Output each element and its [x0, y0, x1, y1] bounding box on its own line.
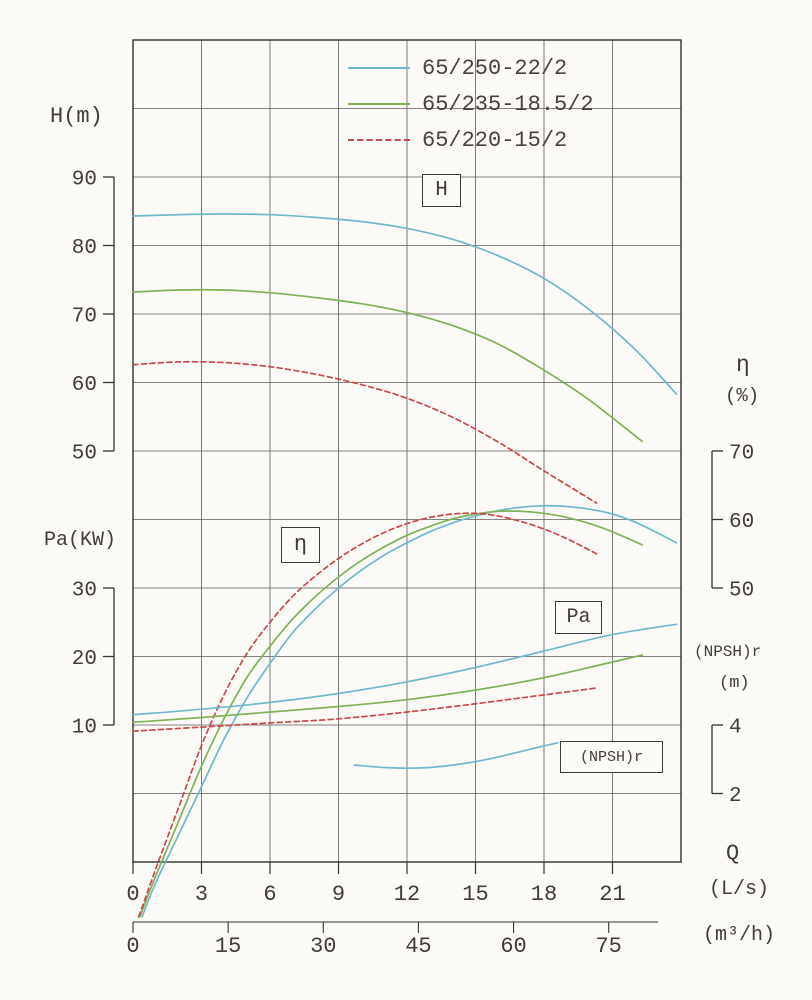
- legend: 65/250-22/2 65/235-18.5/2 65/220-15/2: [348, 50, 594, 158]
- curve-Pa-65/250-22/2: [132, 623, 678, 716]
- q-ls-tick-label: 12: [394, 882, 420, 907]
- eta-axis-unit: (%): [725, 385, 760, 407]
- h-axis-title: H(m): [50, 104, 103, 129]
- curve-H-65/235-18.5/2: [132, 288, 644, 443]
- curve-eta-65/235-18.5/2: [138, 510, 644, 918]
- legend-label: 65/250-22/2: [422, 55, 568, 81]
- q-ls-tick-label: 0: [126, 882, 139, 907]
- q-ls-tick-label: 3: [195, 882, 208, 907]
- curve-Pa-65/235-18.5/2: [132, 654, 644, 724]
- pa-tick-label: 30: [72, 580, 97, 603]
- npsh-tick-label: 2: [729, 785, 742, 808]
- legend-item: 65/235-18.5/2: [348, 86, 594, 122]
- h-tick-label: 70: [72, 306, 97, 329]
- curve-eta-65/250-22/2: [141, 504, 678, 918]
- legend-line-swatch: [348, 103, 410, 105]
- legend-item: 65/250-22/2: [348, 50, 594, 86]
- npsh-axis: 42: [711, 717, 742, 808]
- curve-H-65/250-22/2: [132, 213, 678, 395]
- pa-tick-label: 10: [72, 717, 97, 740]
- legend-line-swatch: [348, 139, 410, 141]
- h-axis: 90 80 70 60 50: [72, 169, 115, 466]
- q-axis-m3h: 0 15 30 45 60 75: [126, 921, 658, 959]
- h-tick-label: 90: [72, 169, 97, 192]
- curve-H-65/220-15/2: [132, 360, 598, 504]
- curve-eta-65/220-15/2: [137, 512, 598, 918]
- q-m3h-tick-label: 60: [500, 934, 526, 959]
- grid: [132, 39, 682, 863]
- q-axis-ls: 0 3 6 9 12 15 18 21: [126, 862, 626, 907]
- q-m3h-tick-label: 30: [310, 934, 336, 959]
- q-axis-unit-ls: (L/s): [709, 878, 770, 901]
- q-ls-tick-label: 18: [531, 882, 557, 907]
- h-tick-label: 80: [72, 237, 97, 260]
- h-tick-label: 50: [72, 443, 97, 466]
- q-axis-title: Q: [726, 841, 740, 866]
- npsh-axis-title: (NPSH)r: [694, 643, 762, 661]
- h-curves-label: H: [422, 174, 461, 207]
- npsh-axis-unit: (m): [719, 674, 750, 693]
- q-m3h-tick-label: 15: [215, 934, 241, 959]
- q-ls-tick-label: 15: [462, 882, 488, 907]
- pa-curves-label: Pa: [555, 601, 602, 634]
- eta-axis: 70 60 50: [711, 443, 754, 603]
- curve-NPSH-65/250-22/2: [353, 741, 559, 770]
- npsh-tick-label: 4: [729, 717, 742, 740]
- q-m3h-tick-label: 75: [595, 934, 621, 959]
- q-m3h-tick-label: 45: [405, 934, 431, 959]
- legend-line-swatch: [348, 67, 410, 69]
- npsh-curve-label: (NPSH)r: [560, 741, 663, 773]
- pa-tick-label: 20: [72, 648, 97, 671]
- h-tick-label: 60: [72, 374, 97, 397]
- eta-axis-title: η: [736, 352, 750, 378]
- legend-item: 65/220-15/2: [348, 122, 594, 158]
- legend-label: 65/235-18.5/2: [422, 91, 594, 117]
- pa-axis-title: Pa(KW): [44, 529, 117, 552]
- eta-tick-label: 50: [729, 580, 754, 603]
- q-ls-tick-label: 9: [332, 882, 345, 907]
- legend-label: 65/220-15/2: [422, 127, 568, 153]
- curve-Pa-65/220-15/2: [132, 687, 598, 733]
- pa-axis: 30 20 10: [72, 580, 115, 740]
- eta-tick-label: 60: [729, 511, 754, 534]
- q-axis-unit-m3h: (m³/h): [703, 924, 776, 947]
- curves: [132, 213, 678, 918]
- eta-tick-label: 70: [729, 443, 754, 466]
- q-ls-tick-label: 21: [599, 882, 625, 907]
- q-m3h-tick-label: 0: [126, 934, 139, 959]
- eta-curves-label: η: [281, 527, 320, 563]
- q-ls-tick-label: 6: [263, 882, 276, 907]
